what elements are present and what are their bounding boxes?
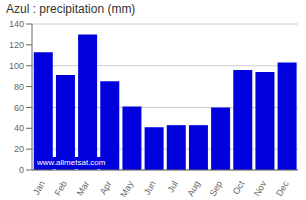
svg-text:Jul: Jul bbox=[165, 179, 179, 194]
svg-text:0: 0 bbox=[19, 165, 24, 175]
svg-text:20: 20 bbox=[14, 144, 24, 154]
svg-text:40: 40 bbox=[14, 123, 24, 133]
svg-text:Jan: Jan bbox=[31, 179, 47, 197]
svg-text:Jun: Jun bbox=[142, 179, 158, 197]
svg-text:Feb: Feb bbox=[53, 179, 69, 197]
svg-text:Dec: Dec bbox=[274, 179, 291, 198]
svg-text:120: 120 bbox=[9, 40, 24, 50]
html-text:www.allmetsat.com: www.allmetsat.com bbox=[37, 158, 106, 167]
svg-text:140: 140 bbox=[9, 19, 24, 29]
svg-text:Apr: Apr bbox=[98, 179, 114, 196]
svg-text:Nov: Nov bbox=[252, 179, 269, 198]
svg-text:80: 80 bbox=[14, 82, 24, 92]
svg-text:Aug: Aug bbox=[185, 179, 202, 198]
svg-text:Mar: Mar bbox=[75, 179, 91, 197]
svg-text:Sep: Sep bbox=[208, 179, 225, 198]
svg-text:60: 60 bbox=[14, 103, 24, 113]
svg-text:Oct: Oct bbox=[231, 179, 247, 197]
svg-text:100: 100 bbox=[9, 61, 24, 71]
svg-text:May: May bbox=[118, 179, 135, 199]
html-text:Azul : precipitation (mm): Azul : precipitation (mm) bbox=[6, 2, 136, 16]
